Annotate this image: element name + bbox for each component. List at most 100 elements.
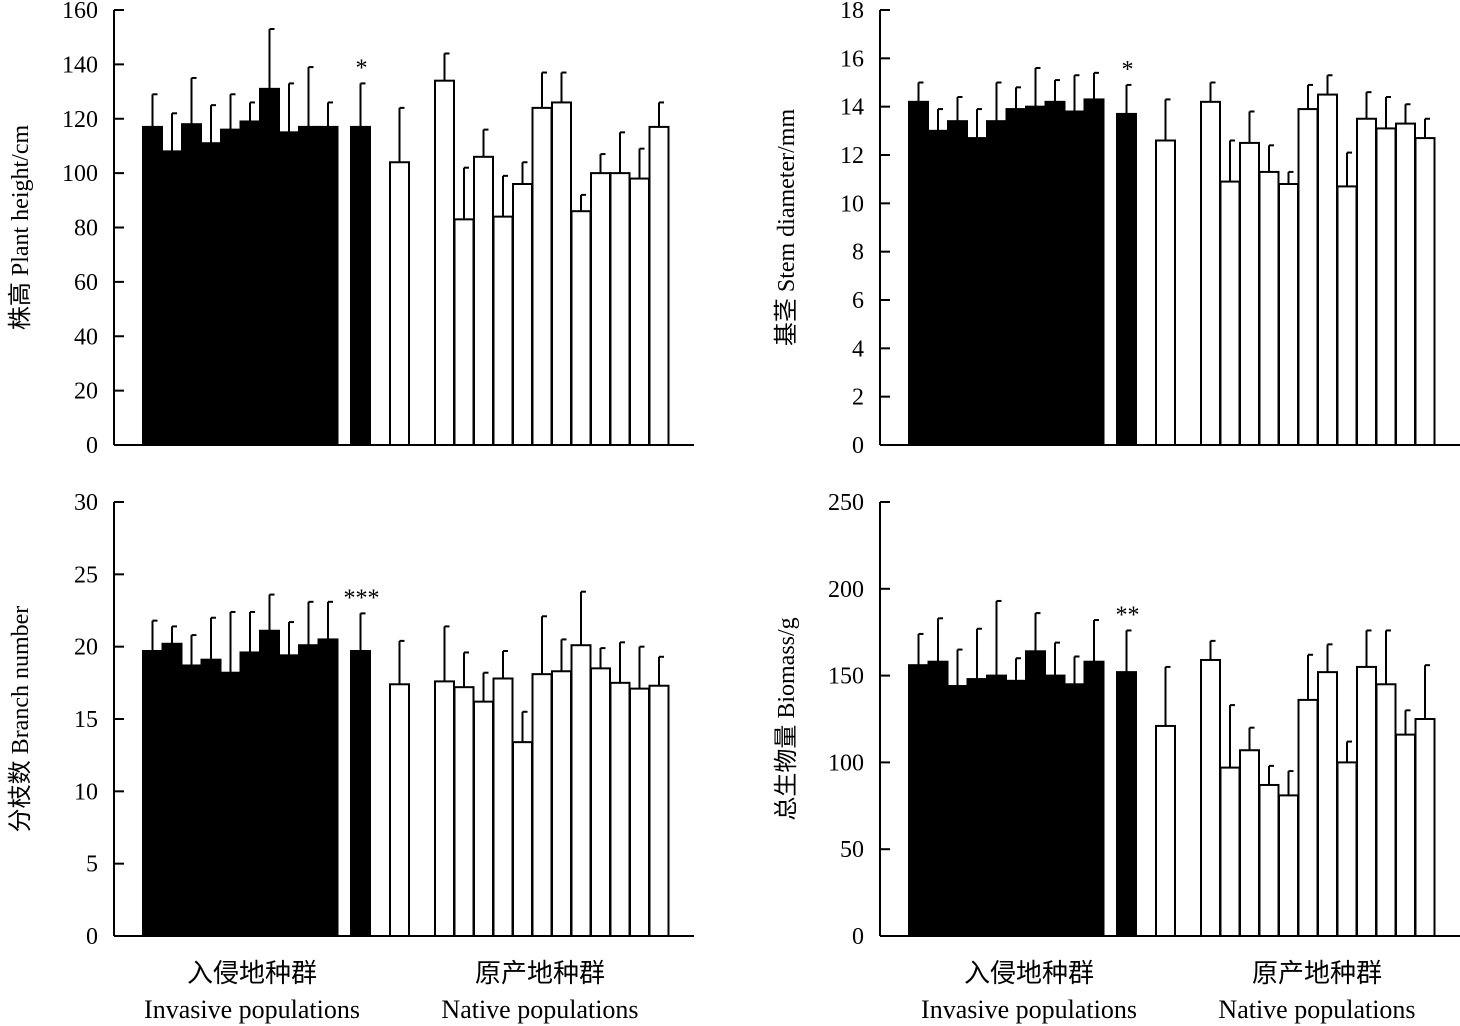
- invasive-bar: [317, 638, 339, 938]
- y-tick-label: 30: [74, 490, 98, 516]
- native-bar: [1317, 671, 1338, 937]
- y-tick-label: 140: [62, 52, 98, 78]
- native-bar: [570, 644, 592, 937]
- y-tick-label: 20: [74, 379, 98, 405]
- y-axis-label: 株高 Plant height/cm: [7, 125, 34, 331]
- invasive-bar: [966, 137, 988, 446]
- invasive-bar: [1005, 108, 1027, 446]
- native-label-cn-right: 原产地种群: [1252, 959, 1382, 988]
- native-bar: [551, 101, 572, 446]
- invasive-bar: [1083, 98, 1105, 447]
- native-bar: [648, 125, 670, 446]
- invasive-bar: [947, 685, 968, 937]
- native-mean-bar: [389, 161, 410, 446]
- invasive-bar: [966, 678, 988, 938]
- native-bar: [473, 155, 494, 446]
- y-tick-label: 250: [828, 490, 864, 516]
- invasive-bar: [142, 125, 163, 446]
- native-bar: [1278, 794, 1299, 937]
- native-bar: [1200, 100, 1221, 446]
- significance-marker: ***: [344, 585, 380, 611]
- native-bar: [570, 210, 592, 446]
- native-bar: [1336, 185, 1358, 447]
- invasive-bar: [927, 660, 949, 937]
- native-bar: [1278, 183, 1299, 446]
- native-bar: [629, 177, 650, 446]
- native-bar: [1395, 122, 1416, 446]
- y-tick-label: 25: [74, 562, 98, 588]
- y-tick-label: 40: [74, 324, 98, 350]
- invasive-bar: [220, 128, 241, 446]
- invasive-bar: [298, 644, 319, 937]
- y-tick-label: 15: [74, 707, 98, 733]
- invasive-bar: [181, 664, 202, 937]
- y-tick-label: 100: [828, 750, 864, 776]
- native-bar: [1239, 749, 1260, 937]
- native-bar: [551, 670, 572, 937]
- native-bar: [473, 700, 494, 938]
- invasive-bar: [239, 651, 261, 937]
- native-bar: [434, 680, 455, 937]
- invasive-bar: [947, 120, 968, 447]
- invasive-bar: [142, 650, 163, 937]
- stem-diameter-panel: 0 2 4 6 8 10 12 14 16 18 基茎 Stem diameter/mm *: [773, 0, 1460, 459]
- native-bar: [1414, 718, 1436, 937]
- invasive-bar: [1044, 674, 1066, 937]
- native-bar: [590, 172, 611, 446]
- native-bar: [1219, 180, 1241, 446]
- native-bar: [531, 673, 553, 937]
- y-tick-label: 10: [74, 779, 98, 805]
- y-tick-label: 8: [852, 240, 864, 266]
- invasive-bar: [259, 87, 280, 446]
- invasive-bar: [1064, 683, 1085, 938]
- invasive-mean-bar: [1116, 112, 1137, 447]
- invasive-label-en-right: Invasive populations: [921, 995, 1137, 1024]
- y-tick-label: 50: [840, 837, 864, 863]
- branch-number-panel: 0 5 10 15 20 25 30 分枝数 Branch number ***: [7, 490, 694, 950]
- native-bar: [1200, 658, 1221, 937]
- invasive-bar: [278, 654, 300, 937]
- invasive-bar: [1025, 105, 1046, 447]
- y-tick-label: 120: [62, 107, 98, 133]
- invasive-bar: [908, 100, 929, 446]
- invasive-bar: [1005, 679, 1027, 937]
- y-tick-label: 6: [852, 288, 864, 314]
- native-bar: [1317, 93, 1338, 446]
- y-tick-label: 150: [828, 664, 864, 690]
- native-bar: [1258, 783, 1280, 938]
- native-bar: [512, 183, 533, 446]
- invasive-bar: [1083, 660, 1105, 937]
- y-tick-label: 18: [840, 0, 864, 24]
- native-label-en-right: Native populations: [1218, 995, 1415, 1024]
- invasive-bar: [908, 664, 929, 938]
- native-label-cn-left: 原产地种群: [475, 959, 605, 988]
- y-axis-label: 总生物量 Biomass/g: [773, 617, 800, 820]
- invasive-bar: [220, 671, 241, 937]
- native-bar: [590, 667, 611, 937]
- significance-marker: *: [356, 55, 368, 81]
- y-tick-label: 12: [840, 143, 864, 169]
- invasive-bar: [200, 142, 222, 446]
- native-bar: [1297, 108, 1319, 446]
- native-bar: [1239, 141, 1260, 447]
- native-bar: [1356, 665, 1377, 937]
- invasive-bar: [317, 125, 339, 446]
- native-bar: [1375, 127, 1397, 447]
- biomass-panel: 0 50 100 150 200 250 总生物量 Biomass/g **: [773, 490, 1460, 950]
- invasive-bar: [239, 120, 261, 446]
- y-tick-label: 0: [852, 924, 864, 950]
- y-tick-label: 2: [852, 385, 864, 411]
- native-bar: [1395, 733, 1416, 938]
- native-bar: [1375, 683, 1397, 938]
- invasive-label-cn-left: 入侵地种群: [187, 959, 317, 988]
- y-tick-label: 10: [840, 191, 864, 217]
- invasive-bar: [1064, 110, 1085, 446]
- invasive-bar: [986, 120, 1007, 447]
- native-mean-bar: [1155, 139, 1176, 446]
- significance-marker: **: [1116, 602, 1140, 628]
- invasive-bar: [200, 658, 222, 937]
- invasive-mean-bar: [350, 125, 371, 446]
- plant-height-panel: 0 20 40 60 80 100 120 140 160 株高 Plant height/cm *: [7, 0, 694, 459]
- native-bar: [512, 741, 533, 937]
